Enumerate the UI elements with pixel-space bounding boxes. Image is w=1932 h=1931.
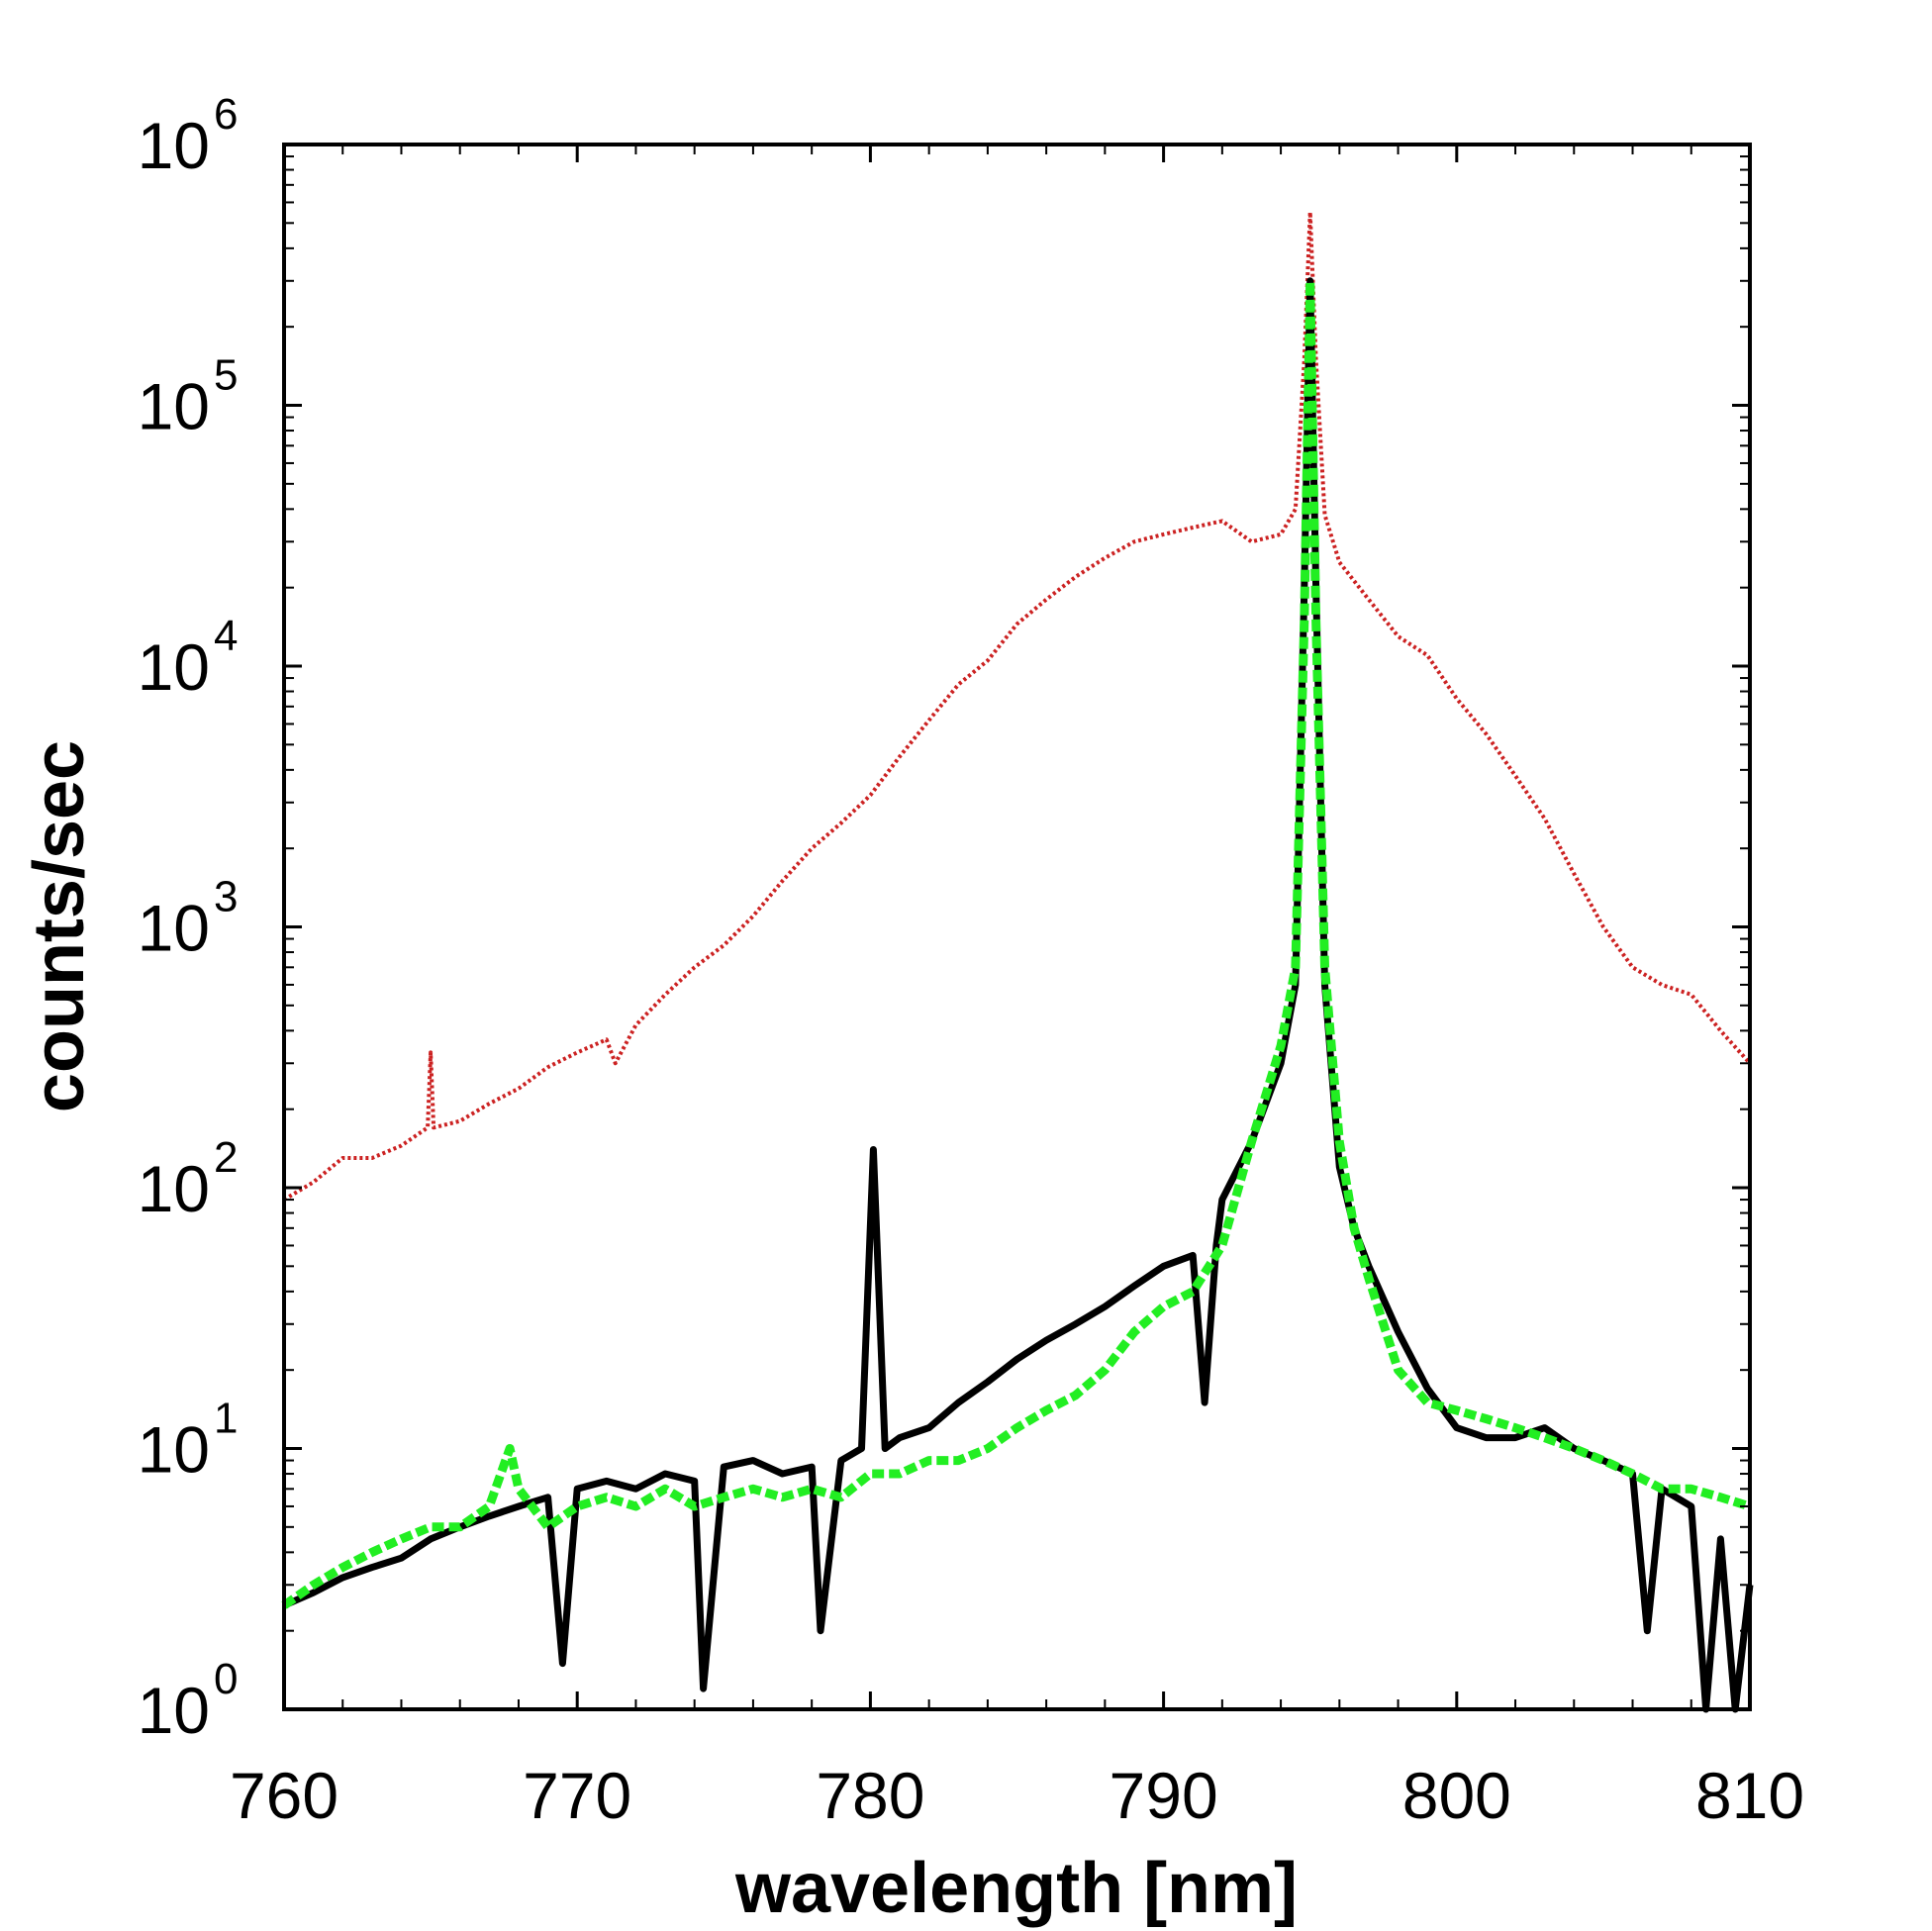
y-tick-exponent: 2 bbox=[214, 1133, 238, 1182]
x-tick-label: 760 bbox=[230, 1759, 338, 1832]
y-axis-label: counts/sec bbox=[20, 740, 99, 1112]
y-tick-label: 10 bbox=[138, 1413, 210, 1487]
y-tick-exponent: 3 bbox=[214, 873, 238, 921]
series-layer bbox=[281, 210, 1754, 1713]
y-tick-exponent: 5 bbox=[214, 351, 238, 400]
y-tick-label: 10 bbox=[138, 109, 210, 182]
series-line-black bbox=[282, 277, 1754, 1713]
x-tick-label: 770 bbox=[523, 1759, 631, 1832]
series-line-green bbox=[281, 276, 1752, 1609]
x-tick-label: 790 bbox=[1110, 1759, 1218, 1832]
y-tick-label: 10 bbox=[138, 1152, 210, 1225]
y-tick-label: 10 bbox=[138, 892, 210, 965]
x-tick-label: 810 bbox=[1695, 1759, 1804, 1832]
y-tick-label: 10 bbox=[138, 1674, 210, 1747]
y-tick-exponent: 0 bbox=[214, 1655, 238, 1703]
x-tick-label: 800 bbox=[1402, 1759, 1511, 1832]
x-axis-label: wavelength [nm] bbox=[734, 1849, 1298, 1928]
y-tick-exponent: 4 bbox=[214, 612, 238, 660]
plot-frame bbox=[282, 143, 1752, 1711]
y-tick-exponent: 6 bbox=[214, 90, 238, 139]
series-line-red bbox=[282, 210, 1752, 1202]
y-tick-label: 10 bbox=[138, 370, 210, 443]
y-tick-label: 10 bbox=[138, 630, 210, 704]
x-tick-label: 780 bbox=[816, 1759, 924, 1832]
y-tick-exponent: 1 bbox=[214, 1395, 238, 1443]
